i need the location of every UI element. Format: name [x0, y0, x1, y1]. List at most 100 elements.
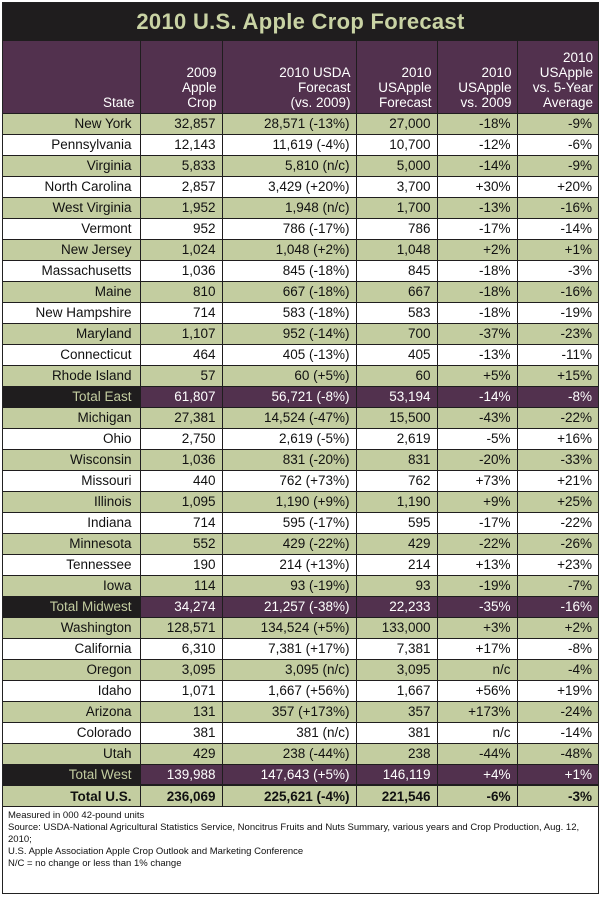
crop-2009-cell: 6,310	[139, 637, 222, 659]
vs-2009-cell: -18%	[436, 280, 517, 302]
vs-5yr-avg-cell: -22%	[516, 406, 598, 428]
vs-5yr-avg-cell: -22%	[516, 511, 598, 533]
vs-2009-cell: -17%	[436, 217, 517, 239]
vs-2009-cell: +3%	[436, 616, 517, 638]
crop-2009-cell: 27,381	[139, 406, 222, 428]
vs-2009-cell: +9%	[436, 490, 517, 512]
state-cell: Arizona	[3, 700, 140, 722]
vs-2009-cell: -14%	[436, 154, 517, 176]
column-header-line: 2010 USDA	[279, 64, 351, 80]
table-row: Arizona 131 357 (+173%) 357 +173% -24%	[3, 700, 598, 722]
column-header-line: vs. 2009	[460, 94, 512, 110]
state-cell: Total West	[3, 763, 140, 785]
vs-2009-cell: -43%	[436, 406, 517, 428]
usda-forecast-cell: 381 (n/c)	[221, 721, 356, 743]
table-row: Ohio 2,750 2,619 (-5%) 2,619 -5% +16%	[3, 427, 598, 449]
usda-forecast-cell: 225,621 (-4%)	[221, 784, 356, 806]
usda-forecast-cell: 1,048 (+2%)	[221, 238, 356, 260]
crop-2009-cell: 2,750	[139, 427, 222, 449]
state-cell: Utah	[3, 742, 140, 764]
footnote-line: Source: USDA-National Agricultural Stati…	[8, 822, 580, 845]
vs-2009-cell: -19%	[436, 574, 517, 596]
crop-2009-cell: 1,952	[139, 196, 222, 218]
vs-2009-cell: -18%	[436, 259, 517, 281]
crop-2009-cell: 381	[139, 721, 222, 743]
table-row: Minnesota 552 429 (-22%) 429 -22% -26%	[3, 532, 598, 554]
vs-5yr-avg-cell: -9%	[516, 112, 598, 134]
grand-total-row: Total U.S. 236,069 225,621 (-4%) 221,546 -6%…	[3, 784, 598, 806]
column-header-usda-forecast-2010: 2010 USDA Forecast (vs. 2009)	[221, 41, 356, 113]
crop-2009-cell: 1,036	[139, 259, 222, 281]
table-body: New York 32,857 28,571 (-13%) 27,000 -18% -9%…	[3, 112, 598, 806]
state-cell: Pennsylvania	[3, 133, 140, 155]
vs-5yr-avg-cell: -11%	[516, 343, 598, 365]
usapple-forecast-cell: 15,500	[355, 406, 437, 428]
column-header-line: (vs. 2009)	[290, 94, 351, 110]
state-cell: Oregon	[3, 658, 140, 680]
table-row: California 6,310 7,381 (+17%) 7,381 +17% -8%	[3, 637, 598, 659]
table-row: Wisconsin 1,036 831 (-20%) 831 -20% -33%	[3, 448, 598, 470]
vs-2009-cell: -12%	[436, 133, 517, 155]
vs-2009-cell: -6%	[436, 784, 517, 806]
table-row: New Jersey 1,024 1,048 (+2%) 1,048 +2% +1%	[3, 238, 598, 260]
vs-5yr-avg-cell: -14%	[516, 217, 598, 239]
vs-5yr-avg-cell: +21%	[516, 469, 598, 491]
vs-2009-cell: +4%	[436, 763, 517, 785]
state-cell: Washington	[3, 616, 140, 638]
vs-2009-cell: n/c	[436, 721, 517, 743]
crop-2009-cell: 714	[139, 511, 222, 533]
usda-forecast-cell: 11,619 (-4%)	[221, 133, 356, 155]
usapple-forecast-cell: 22,233	[355, 595, 437, 617]
vs-5yr-avg-cell: -3%	[516, 259, 598, 281]
state-cell: Massachusetts	[3, 259, 140, 281]
state-cell: Total East	[3, 385, 140, 407]
crop-2009-cell: 34,274	[139, 595, 222, 617]
usda-forecast-cell: 667 (-18%)	[221, 280, 356, 302]
vs-2009-cell: +17%	[436, 637, 517, 659]
vs-5yr-avg-cell: -3%	[516, 784, 598, 806]
vs-2009-cell: -17%	[436, 511, 517, 533]
vs-5yr-avg-cell: -14%	[516, 721, 598, 743]
vs-5yr-avg-cell: -16%	[516, 196, 598, 218]
table-row: Maryland 1,107 952 (-14%) 700 -37% -23%	[3, 322, 598, 344]
state-cell: Maryland	[3, 322, 140, 344]
crop-2009-cell: 128,571	[139, 616, 222, 638]
vs-5yr-avg-cell: -24%	[516, 700, 598, 722]
vs-2009-cell: -13%	[436, 196, 517, 218]
table-row: Michigan 27,381 14,524 (-47%) 15,500 -43% -22…	[3, 406, 598, 428]
vs-5yr-avg-cell: -19%	[516, 301, 598, 323]
vs-5yr-avg-cell: +19%	[516, 679, 598, 701]
state-cell: New York	[3, 112, 140, 134]
usapple-forecast-cell: 381	[355, 721, 437, 743]
title-bar: 2010 U.S. Apple Crop Forecast	[3, 3, 598, 41]
usda-forecast-cell: 238 (-44%)	[221, 742, 356, 764]
vs-5yr-avg-cell: -26%	[516, 532, 598, 554]
vs-5yr-avg-cell: -48%	[516, 742, 598, 764]
state-cell: North Carolina	[3, 175, 140, 197]
state-cell: Connecticut	[3, 343, 140, 365]
vs-5yr-avg-cell: +25%	[516, 490, 598, 512]
usapple-forecast-cell: 3,095	[355, 658, 437, 680]
vs-5yr-avg-cell: +1%	[516, 238, 598, 260]
vs-5yr-avg-cell: +16%	[516, 427, 598, 449]
usda-forecast-cell: 3,429 (+20%)	[221, 175, 356, 197]
crop-2009-cell: 1,024	[139, 238, 222, 260]
state-cell: Iowa	[3, 574, 140, 596]
vs-2009-cell: +13%	[436, 553, 517, 575]
column-header-state: State	[3, 41, 140, 113]
column-header-line: 2009	[186, 64, 217, 80]
crop-2009-cell: 1,095	[139, 490, 222, 512]
crop-2009-cell: 952	[139, 217, 222, 239]
crop-2009-cell: 1,071	[139, 679, 222, 701]
table-row: Iowa 114 93 (-19%) 93 -19% -7%	[3, 574, 598, 596]
column-header-line: Forecast	[378, 94, 432, 110]
vs-2009-cell: n/c	[436, 658, 517, 680]
usapple-forecast-cell: 1,700	[355, 196, 437, 218]
vs-2009-cell: -18%	[436, 112, 517, 134]
usda-forecast-cell: 831 (-20%)	[221, 448, 356, 470]
usapple-forecast-cell: 429	[355, 532, 437, 554]
vs-2009-cell: -35%	[436, 595, 517, 617]
table-row: Vermont 952 786 (-17%) 786 -17% -14%	[3, 217, 598, 239]
state-cell: Vermont	[3, 217, 140, 239]
usda-forecast-cell: 845 (-18%)	[221, 259, 356, 281]
